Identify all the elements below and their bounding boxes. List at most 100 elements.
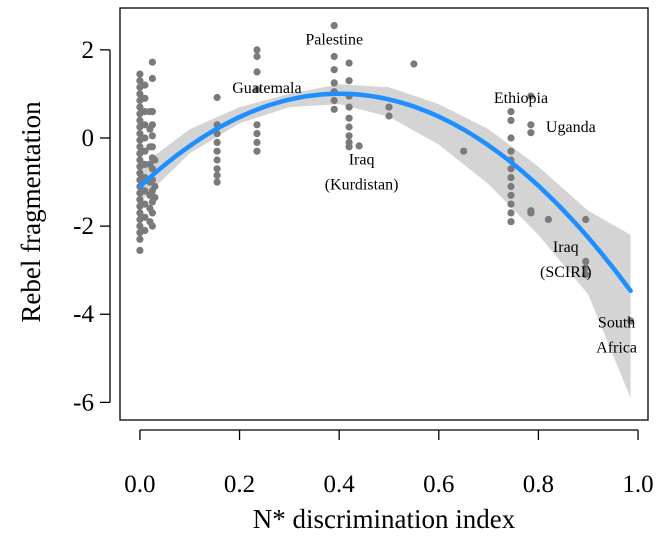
data-point <box>253 85 261 94</box>
data-point <box>136 103 144 111</box>
data-point <box>527 209 535 217</box>
x-tick-label: 0.4 <box>324 471 356 498</box>
data-point <box>345 143 353 151</box>
data-point <box>141 200 149 208</box>
data-point <box>507 147 515 155</box>
data-point <box>213 165 221 173</box>
data-point <box>136 116 144 124</box>
data-point <box>460 147 468 155</box>
data-point <box>253 46 261 54</box>
data-point <box>136 77 144 85</box>
data-point <box>507 209 515 217</box>
y-tick-label: 2 <box>82 37 95 64</box>
data-points-layer <box>136 22 635 325</box>
data-point <box>253 52 261 61</box>
annotation-label: (SCIRI) <box>540 264 592 281</box>
data-point <box>345 77 353 85</box>
data-point <box>136 90 144 98</box>
data-point <box>253 130 261 138</box>
annotation-label: Iraq <box>553 239 579 256</box>
data-point <box>410 60 418 68</box>
data-point <box>148 165 156 173</box>
x-axis-title: N* discrimination index <box>253 504 516 534</box>
fit-curve <box>137 91 633 294</box>
data-point <box>136 70 144 78</box>
y-axis: 2 0 -2 -4 -6 <box>73 37 111 416</box>
x-tick-label: 0.2 <box>224 471 255 498</box>
annotation-label: Iraq <box>349 152 375 169</box>
data-point <box>582 271 590 279</box>
data-point <box>213 93 221 102</box>
data-point <box>627 317 635 325</box>
data-point <box>507 116 515 124</box>
y-axis-title: Rebel fragmentation <box>16 101 46 323</box>
data-point <box>582 257 590 265</box>
data-point <box>507 182 515 191</box>
data-point <box>330 96 338 105</box>
data-point <box>582 215 590 224</box>
data-point <box>148 58 156 66</box>
annotation-label: Palestine <box>305 32 363 49</box>
data-point <box>136 156 144 164</box>
data-point <box>385 103 393 111</box>
data-point <box>330 66 338 74</box>
data-point <box>345 59 353 67</box>
data-point <box>345 123 353 131</box>
data-point <box>345 114 353 122</box>
data-point <box>507 108 515 116</box>
data-point <box>141 121 149 129</box>
data-point <box>507 134 515 142</box>
annotation-label: Uganda <box>546 119 596 136</box>
annotation-label: (Kurdistan) <box>325 176 399 193</box>
data-point <box>385 112 393 120</box>
data-point <box>507 191 515 199</box>
data-point <box>148 222 156 230</box>
data-point <box>136 196 144 204</box>
data-point <box>345 132 353 140</box>
annotation-label: South <box>598 315 635 332</box>
data-point <box>213 178 221 186</box>
data-point <box>253 68 261 76</box>
data-point <box>253 121 261 129</box>
data-point <box>136 235 144 243</box>
data-point <box>330 105 338 113</box>
annotation-label: Ethiopia <box>494 90 548 107</box>
data-point <box>136 209 144 217</box>
data-point <box>141 94 149 102</box>
data-point <box>527 129 535 137</box>
data-point <box>141 108 149 116</box>
data-point <box>213 156 221 164</box>
data-point <box>141 134 149 142</box>
data-point <box>136 130 144 138</box>
data-point <box>330 22 338 30</box>
data-point <box>136 169 144 177</box>
data-point <box>151 182 159 191</box>
x-tick-label: 0.0 <box>124 471 155 498</box>
data-point <box>148 121 156 129</box>
data-point <box>141 187 149 195</box>
data-point <box>148 108 156 116</box>
data-point <box>355 142 363 150</box>
data-point <box>141 81 149 89</box>
data-point <box>507 218 515 226</box>
plot-frame <box>119 7 649 421</box>
data-point <box>148 74 156 83</box>
data-point <box>527 121 535 129</box>
data-point <box>527 92 535 100</box>
data-point <box>213 147 221 155</box>
data-point <box>253 147 261 155</box>
confidence-band <box>139 84 631 398</box>
data-point <box>253 138 261 146</box>
data-point <box>544 215 553 224</box>
y-tick-label: -2 <box>73 213 94 240</box>
x-axis: 0.0 0.2 0.4 0.6 0.8 1.0 <box>124 429 654 498</box>
y-tick-label: -6 <box>73 389 94 416</box>
data-point <box>141 160 149 168</box>
data-point <box>148 132 156 140</box>
data-point <box>151 193 159 202</box>
data-point <box>507 200 515 208</box>
data-point <box>136 143 144 151</box>
x-tick-label: 1.0 <box>622 471 653 498</box>
data-point <box>141 226 149 235</box>
